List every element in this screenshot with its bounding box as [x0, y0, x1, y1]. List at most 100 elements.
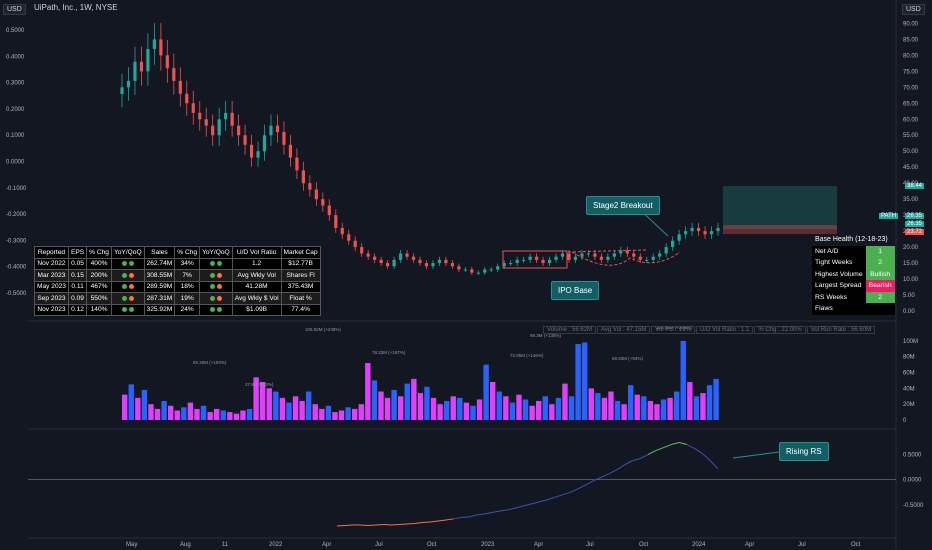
rs-line-segment	[430, 520, 439, 523]
volume-bar	[549, 404, 555, 420]
base-health-row: Net A/D 1	[812, 245, 895, 257]
candle-body	[327, 205, 331, 216]
base-health-value: Bearish	[865, 280, 895, 292]
candle-body	[612, 253, 616, 257]
rs-line-segment	[406, 522, 415, 525]
stop-price-label: 23.72	[904, 229, 924, 235]
volume-bar	[266, 388, 272, 420]
volume-annotation: 27.8M (+93%)	[245, 382, 274, 387]
volume-bar	[424, 386, 430, 420]
last-price-label-2: 26.35	[904, 221, 924, 227]
base-health-label: RS Weeks	[812, 291, 866, 303]
volume-bar	[621, 404, 627, 420]
candle-body	[696, 227, 701, 232]
base-health-label: Largest Spread	[812, 280, 866, 292]
volume-bar	[299, 401, 305, 420]
volume-bar	[168, 405, 174, 420]
candle-body	[632, 253, 636, 257]
rs-line-segment	[593, 476, 602, 482]
candle-body	[651, 256, 655, 260]
col-reported: Reported	[34, 246, 69, 259]
rs-line-segment	[484, 511, 493, 515]
ipo-base-box	[502, 250, 568, 269]
candle-body	[353, 240, 357, 248]
fundamentals-row: Nov 2022 0.05 400% 262.74M 34% 1.2 $12.77B	[34, 257, 321, 270]
volume-bar	[358, 404, 364, 420]
volume-bar	[154, 408, 161, 420]
cell-x1: Avg Wkly Vol	[231, 269, 282, 282]
x-tick-label: 2023	[481, 542, 495, 548]
cell-x1: $1.09B	[231, 303, 282, 316]
volume-bar	[542, 396, 548, 420]
volume-tick-label: 60M	[903, 371, 915, 377]
right-currency-badge[interactable]: USD	[902, 4, 925, 15]
cell-x1: 41.28M	[231, 280, 282, 293]
rs-line-segment	[640, 454, 649, 460]
legend-run-rate: Vol Run Rate : 56.60M	[806, 326, 876, 334]
rs-line-segment	[375, 523, 384, 526]
candle-body	[133, 61, 137, 81]
volume-legend: Volume : 56.62M Avg Vol : 47.15M Vol Pct :…	[543, 326, 876, 334]
candle-body	[483, 269, 487, 273]
rs-line-segment	[608, 469, 618, 475]
volume-bar	[306, 391, 312, 420]
cell-sales: 287.31M	[143, 292, 176, 305]
candle-body	[677, 234, 681, 241]
candle-body	[619, 250, 623, 254]
price-tick-label: 0.00	[903, 309, 915, 315]
legend-pct-chg: % Chg : 22.00%	[754, 326, 806, 334]
volume-bar	[246, 408, 253, 420]
left-currency-badge[interactable]: USD	[3, 4, 26, 15]
rs-line-segment	[709, 460, 719, 470]
volume-tick-label: 100M	[903, 339, 918, 345]
volume-bar	[634, 394, 640, 420]
candle-body	[457, 266, 461, 270]
candle-body	[418, 259, 422, 264]
candle-body	[269, 125, 273, 136]
candle-body	[535, 256, 539, 260]
cell-eps: 0.12	[67, 303, 88, 316]
candle-body	[198, 112, 202, 120]
ipo-base-callout: IPO Base	[551, 281, 600, 300]
volume-bar	[522, 399, 529, 420]
status-dot-icon	[128, 261, 134, 266]
price-tick-label: 20.00	[903, 245, 919, 251]
fundamentals-row: Sep 2023 0.09 550% 287.31M 19% Avg Wkly $ Vol…	[34, 292, 321, 305]
base-health-value: 1	[865, 245, 895, 257]
rs-line-segment	[445, 518, 454, 521]
volume-bar	[174, 410, 180, 420]
volume-bar	[674, 391, 680, 420]
cell-reported: Nov 2023	[34, 303, 69, 316]
rs-line-segment	[360, 524, 369, 526]
cell-sales: 308.55M	[143, 269, 176, 282]
left-tick-label: 0.2000	[6, 107, 25, 113]
candle-body	[684, 231, 688, 235]
volume-bar	[240, 410, 246, 420]
candle-body	[165, 55, 169, 69]
volume-bar	[187, 402, 194, 420]
volume-bar	[667, 397, 673, 420]
volume-bar	[122, 394, 128, 420]
volume-bar	[693, 396, 700, 420]
candle-body	[671, 240, 675, 248]
cell-x2: 375.43M	[280, 280, 321, 293]
x-tick-label: Oct	[851, 542, 861, 548]
x-tick-label: 2024	[692, 542, 706, 548]
price-tick-label: 50.00	[903, 149, 919, 155]
volume-bar	[503, 396, 509, 420]
cell-eps-dots	[110, 303, 145, 316]
cell-sales-chg: 7%	[174, 269, 201, 282]
volume-bar	[411, 378, 417, 420]
rs-line-segment	[422, 521, 431, 523]
cell-sales: 325.92M	[143, 303, 176, 316]
status-dot-icon	[216, 295, 222, 301]
volume-bar	[384, 397, 391, 420]
rs-line-segment	[383, 523, 392, 526]
volume-bar	[700, 393, 706, 420]
status-dot-icon	[209, 307, 215, 312]
candle-body	[282, 132, 286, 145]
volume-bar	[161, 401, 167, 420]
volume-bar	[148, 404, 154, 420]
volume-bar	[214, 408, 220, 420]
